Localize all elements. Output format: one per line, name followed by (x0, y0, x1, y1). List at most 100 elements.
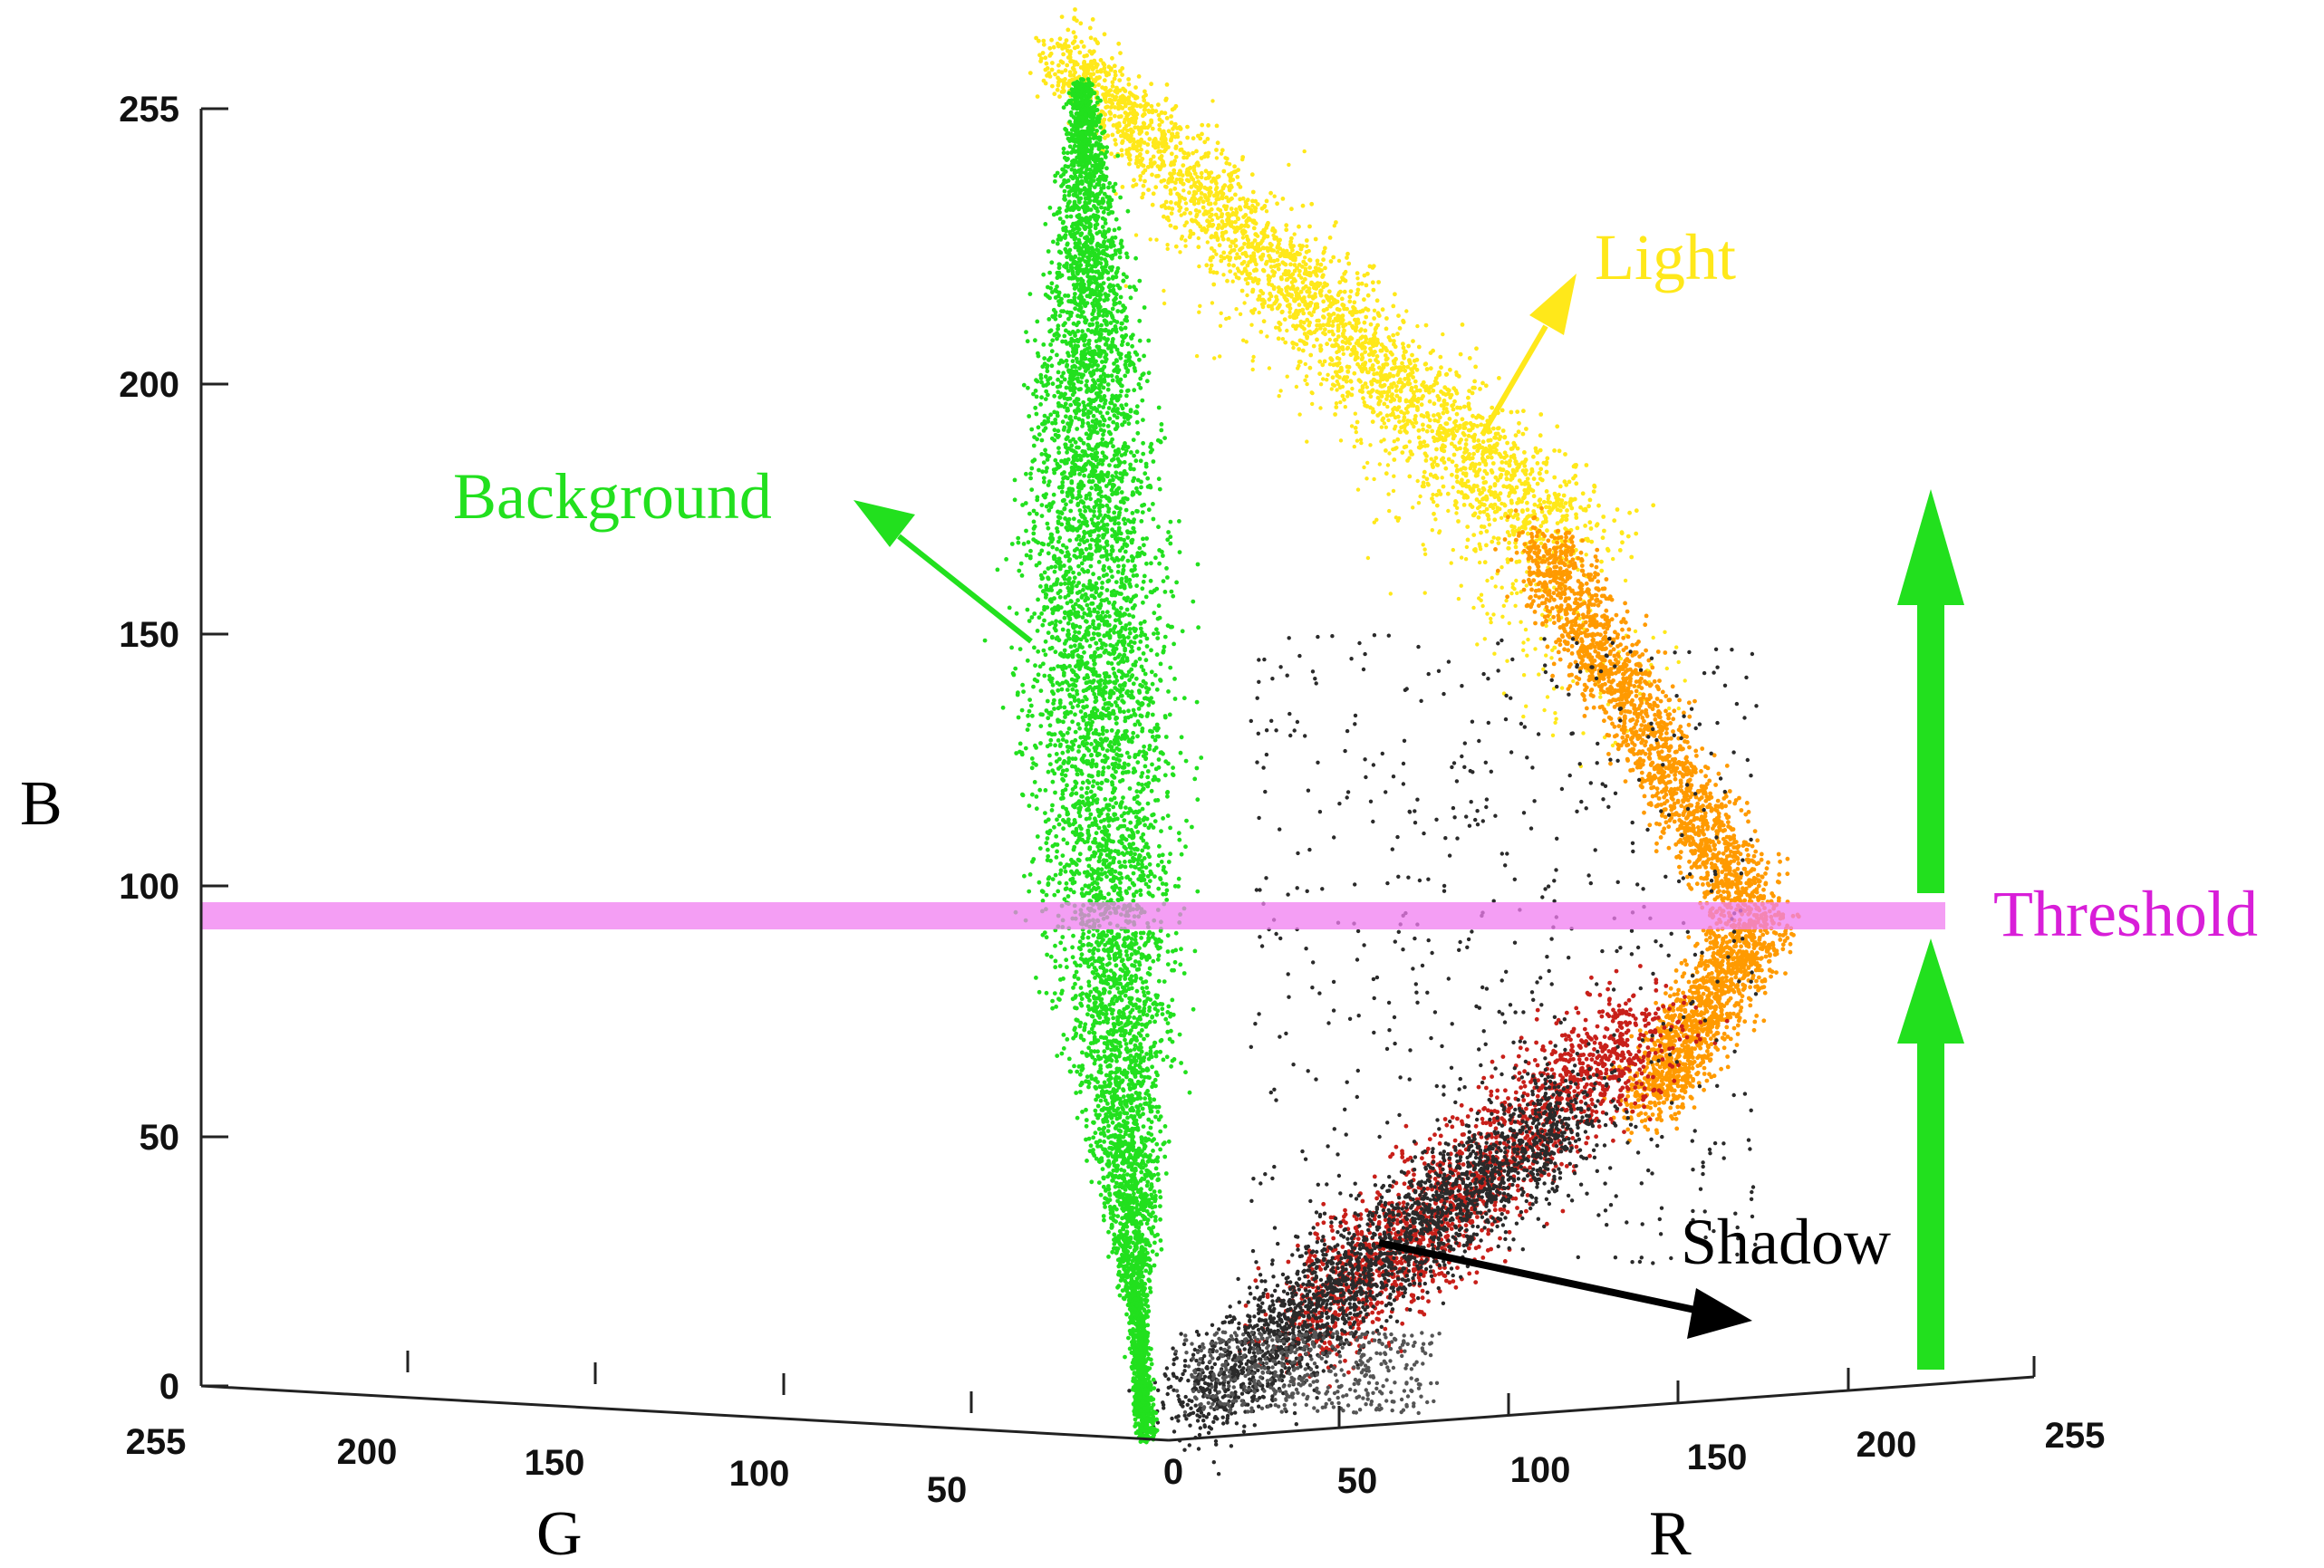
light-point (1548, 618, 1553, 622)
light-point (1201, 205, 1206, 210)
light-point (1229, 171, 1234, 176)
light-point (1166, 218, 1172, 223)
light-point (1243, 199, 1249, 205)
light-point (1278, 303, 1282, 308)
light-point (1674, 645, 1679, 649)
light-point (1149, 103, 1154, 109)
orange-point (1777, 880, 1781, 885)
light-point (1325, 378, 1329, 382)
orange-point (1748, 1003, 1753, 1008)
light-point (1317, 359, 1323, 364)
light-point (1228, 178, 1233, 183)
light-point (1521, 648, 1526, 652)
orange-point (1659, 749, 1664, 755)
light-point (1443, 407, 1449, 411)
light-point (1214, 252, 1219, 256)
light-point (1277, 320, 1282, 325)
light-point (1355, 438, 1360, 443)
orange-point (1663, 1009, 1667, 1014)
light-point (1515, 468, 1519, 473)
light-point (1334, 401, 1339, 406)
light-point (1440, 435, 1444, 440)
light-point (1340, 275, 1345, 280)
light-point (1270, 269, 1275, 274)
light-point (1326, 372, 1330, 377)
light-point (1150, 202, 1155, 207)
light-point (1459, 555, 1464, 560)
light-point (1398, 389, 1403, 394)
light-point (1470, 390, 1475, 396)
light-point (1535, 461, 1540, 466)
light-point (1276, 336, 1281, 341)
light-point (1425, 415, 1431, 419)
light-point (1066, 81, 1071, 86)
light-point (1280, 197, 1286, 201)
light-point (1563, 526, 1567, 531)
light-point (1251, 268, 1257, 274)
orange-point (1654, 849, 1659, 854)
light-point (1440, 476, 1444, 480)
light-point (1664, 666, 1670, 671)
light-point (1137, 143, 1143, 149)
light-point (1265, 223, 1270, 227)
light-point (1293, 326, 1298, 332)
light-point (1182, 150, 1188, 156)
light-point (1384, 471, 1389, 476)
orange-point (1589, 688, 1595, 692)
light-point (1541, 499, 1547, 505)
orange-point (1678, 850, 1683, 854)
light-point (1521, 409, 1526, 414)
light-point (1611, 556, 1615, 562)
orange-point (1753, 967, 1759, 973)
light-point (1246, 224, 1250, 229)
light-point (1062, 81, 1067, 86)
light-point (1516, 429, 1521, 435)
light-point (1461, 503, 1467, 507)
light-point (1155, 145, 1161, 149)
orange-point (1632, 684, 1637, 688)
orange-point (1727, 800, 1732, 804)
light-point (1252, 259, 1258, 264)
light-point (1459, 467, 1463, 472)
light-point (1321, 331, 1326, 335)
light-point (1334, 405, 1339, 409)
light-point (1188, 210, 1193, 216)
orange-point (1724, 764, 1730, 768)
light-point (1226, 236, 1231, 242)
light-point (1044, 61, 1049, 66)
light-point (1391, 407, 1395, 412)
orange-point (1517, 531, 1522, 536)
orange-point (1596, 579, 1601, 584)
light-point (1451, 386, 1457, 391)
light-point (1277, 394, 1281, 399)
light-point (1507, 540, 1511, 545)
light-point (1363, 381, 1368, 386)
light-point (1384, 357, 1389, 362)
light-point (1490, 505, 1496, 511)
light-point (1280, 248, 1286, 254)
light-point (1178, 140, 1183, 146)
orange-point (1705, 871, 1710, 875)
light-point (1502, 456, 1507, 460)
light-point (1538, 524, 1544, 529)
light-point (1191, 201, 1197, 207)
light-point (1406, 343, 1411, 349)
light-point (1231, 263, 1236, 268)
light-point (1422, 475, 1426, 479)
light-point (1386, 335, 1392, 340)
light-point (1500, 565, 1504, 570)
orange-point (1582, 697, 1587, 702)
light-point (1525, 653, 1529, 658)
light-point (1557, 448, 1562, 454)
light-point (1341, 377, 1346, 381)
light-point (1513, 603, 1518, 608)
light-point (1372, 308, 1377, 313)
light-point (1404, 309, 1409, 313)
light-point (1147, 137, 1152, 141)
light-point (1461, 404, 1467, 409)
light-point (1103, 70, 1108, 74)
light-point (1432, 438, 1437, 444)
light-point (1169, 114, 1173, 119)
light-point (1548, 500, 1553, 505)
orange-point (1637, 749, 1642, 754)
